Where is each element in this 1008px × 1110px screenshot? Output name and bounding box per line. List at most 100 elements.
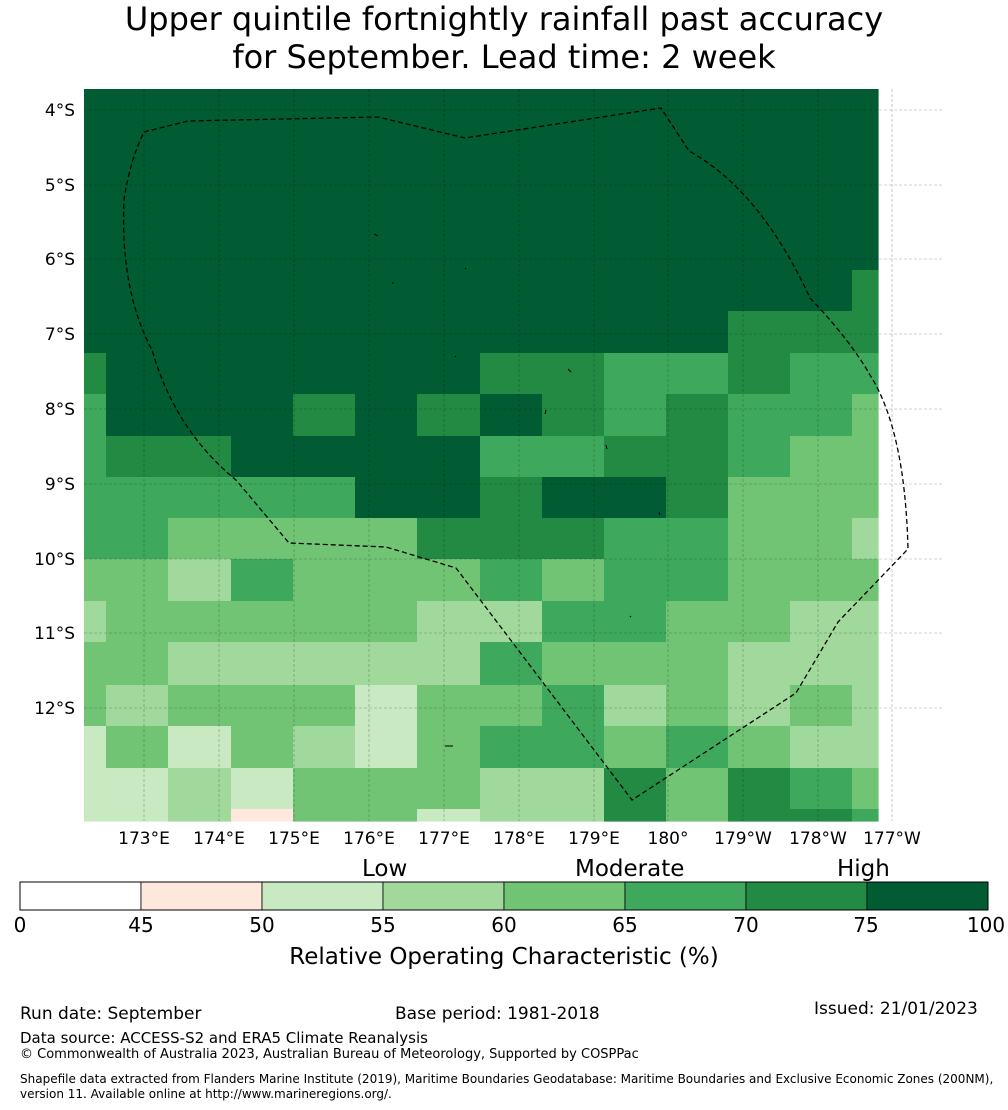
grid-cell — [790, 89, 853, 271]
grid-cell — [852, 311, 879, 354]
grid-cell — [790, 394, 853, 437]
grid-cell — [231, 642, 294, 686]
grid-cell — [417, 311, 481, 354]
grid-cell — [84, 394, 107, 437]
grid-cell — [604, 394, 667, 437]
grid-cell — [168, 477, 232, 519]
grid-cell — [666, 270, 729, 312]
grid-cell — [666, 768, 729, 810]
grid-cell — [106, 601, 169, 643]
grid-cell — [728, 768, 791, 810]
grid-cell — [542, 89, 605, 271]
grid-cell — [604, 477, 667, 519]
grid-cell — [355, 809, 418, 822]
grid-cell — [168, 436, 232, 478]
grid-cell — [106, 394, 169, 437]
grid-cell — [790, 353, 853, 395]
colorbar-tick: 0 — [13, 913, 27, 937]
grid-cell — [417, 89, 481, 271]
grid-cell — [293, 685, 356, 727]
shapefile-note: Shapefile data extracted from Flanders M… — [20, 1072, 994, 1101]
grid-cell — [604, 89, 667, 271]
grid-cell — [106, 768, 169, 810]
grid-cell — [790, 559, 853, 602]
grid-cell — [480, 768, 543, 810]
grid-cell — [355, 768, 418, 810]
grid-cell — [666, 311, 729, 354]
grid-cell — [542, 518, 605, 560]
grid-cell — [106, 642, 169, 686]
grid-cell — [604, 642, 667, 686]
grid-cell — [728, 270, 791, 312]
grid-cell — [604, 601, 667, 643]
grid-cell — [84, 311, 107, 354]
grid-cell — [293, 394, 356, 437]
chart-title-line-1: Upper quintile fortnightly rainfall past… — [124, 0, 884, 38]
latitude-label: 9°S — [45, 475, 75, 495]
grid-cell — [355, 685, 418, 727]
grid-cell — [728, 353, 791, 395]
grid-cell — [84, 353, 107, 395]
grid-cell — [168, 601, 232, 643]
grid-cell — [231, 89, 294, 271]
grid-cell — [542, 311, 605, 354]
grid-cell — [542, 726, 605, 769]
grid-cell — [852, 559, 879, 602]
grid-cell — [355, 518, 418, 560]
grid-cell — [480, 642, 543, 686]
latitude-label: 5°S — [45, 176, 75, 196]
grid-cell — [790, 518, 853, 560]
grid-cell — [355, 394, 418, 437]
grid-cell — [231, 477, 294, 519]
colorbar-tick: 75 — [853, 913, 879, 937]
grid-cell — [355, 436, 418, 478]
grid-cell — [480, 353, 543, 395]
grid-cell — [542, 601, 605, 643]
grid-cell — [84, 685, 107, 727]
longitude-label: 180° — [648, 829, 689, 849]
grid-cell — [417, 726, 481, 769]
copyright: © Commonwealth of Australia 2023, Austra… — [20, 1047, 639, 1062]
latitude-label: 4°S — [45, 101, 75, 121]
longitude-label: 177°E — [418, 829, 470, 849]
colorbar-tick: 60 — [491, 913, 517, 937]
grid-cell — [293, 726, 356, 769]
grid-cell — [666, 642, 729, 686]
grid-cell — [417, 685, 481, 727]
colorbar-tick: 100 — [966, 913, 1006, 937]
grid-cell — [542, 394, 605, 437]
grid-cell — [355, 559, 418, 602]
grid-cell — [480, 477, 543, 519]
grid-cell — [480, 270, 543, 312]
grid-cell — [852, 768, 879, 810]
colorbar-tick: 55 — [370, 913, 396, 937]
grid-cell — [790, 436, 853, 478]
grid-cell — [604, 768, 667, 810]
grid-cell — [790, 726, 853, 769]
grid-cell — [728, 394, 791, 437]
grid-cell — [728, 518, 791, 560]
grid-cell — [293, 89, 356, 271]
grid-cell — [542, 270, 605, 312]
colorbar-swatch — [503, 881, 626, 911]
run-date: Run date: September — [20, 1004, 202, 1024]
grid-cell — [728, 89, 791, 271]
graticule — [84, 89, 944, 821]
grid-cell — [666, 436, 729, 478]
grid-cell — [355, 601, 418, 643]
grid-cell — [231, 809, 294, 822]
grid-cell — [852, 394, 879, 437]
grid-cell — [480, 394, 543, 437]
grid-cell — [355, 270, 418, 312]
grid-cell — [666, 685, 729, 727]
latitude-label: 6°S — [45, 250, 75, 270]
latitude-label: 8°S — [45, 400, 75, 420]
grid-cell — [355, 89, 418, 271]
grid-cell — [417, 809, 481, 822]
colorbar-swatch — [140, 881, 263, 911]
grid-cell — [790, 685, 853, 727]
grid-cell — [293, 270, 356, 312]
colorbar-tick: 45 — [128, 913, 154, 937]
grid-cell — [231, 559, 294, 602]
